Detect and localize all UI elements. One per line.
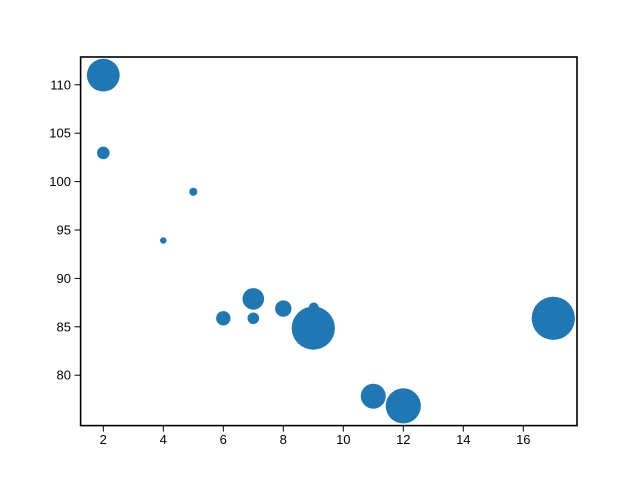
svg-text:100: 100 <box>49 174 71 189</box>
svg-text:110: 110 <box>50 77 71 92</box>
svg-text:12: 12 <box>396 432 410 447</box>
svg-text:90: 90 <box>57 271 71 286</box>
svg-text:80: 80 <box>57 368 71 383</box>
svg-text:10: 10 <box>336 432 350 447</box>
svg-text:4: 4 <box>160 432 167 447</box>
svg-text:8: 8 <box>280 432 287 447</box>
svg-text:6: 6 <box>220 432 227 447</box>
svg-text:85: 85 <box>57 319 71 334</box>
svg-text:95: 95 <box>57 223 71 238</box>
svg-text:14: 14 <box>456 432 470 447</box>
svg-text:16: 16 <box>516 432 530 447</box>
svg-text:2: 2 <box>100 432 107 447</box>
svg-text:105: 105 <box>49 126 71 141</box>
